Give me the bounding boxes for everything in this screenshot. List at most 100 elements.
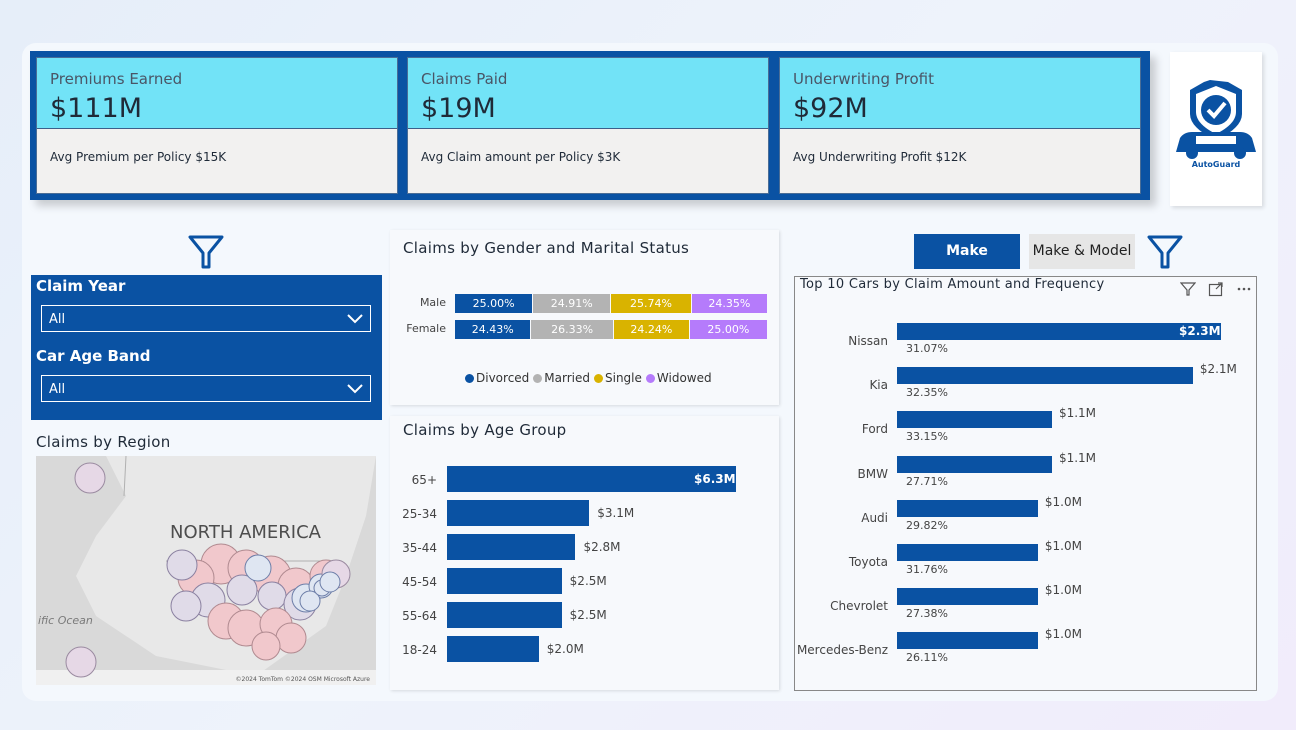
bar <box>897 499 1038 517</box>
chevron-down-icon <box>347 384 363 394</box>
bar <box>447 500 590 526</box>
legend-label: Divorced <box>476 371 530 385</box>
bar <box>897 455 1052 473</box>
focus-mode-icon[interactable] <box>1208 281 1224 297</box>
legend-label: Single <box>605 371 642 385</box>
data-label: $1.1M <box>1058 406 1097 421</box>
frequency-label: 31.07% <box>906 342 948 355</box>
data-label: $1.0M <box>1044 494 1082 509</box>
region-map[interactable]: NORTH AMERICA ific Ocean ©2024 TomTom ©2… <box>36 456 376 685</box>
frequency-label: 26.11% <box>906 651 948 665</box>
data-label: $6.3M <box>694 472 736 486</box>
claim-year-label: Claim Year <box>36 277 126 295</box>
row-label-female: Female <box>406 322 446 335</box>
gender-marital-title: Claims by Gender and Marital Status <box>403 239 690 257</box>
make-toggle-button[interactable]: Make <box>914 234 1020 269</box>
legend-label: Widowed <box>656 371 712 385</box>
kpi-underwriting-profit[interactable]: Underwriting Profit $92M Avg Underwritin… <box>779 57 1141 194</box>
category-label: 35-44 <box>402 541 437 555</box>
category-label: 25-34 <box>402 507 437 521</box>
legend-dot <box>594 373 603 383</box>
data-label: $1.1M <box>1058 450 1097 465</box>
more-options-icon[interactable] <box>1236 281 1252 297</box>
car-age-band-dropdown[interactable]: All <box>41 375 371 402</box>
top-cars-title: Top 10 Cars by Claim Amount and Frequenc… <box>800 277 1105 292</box>
legend-item-married[interactable]: Married <box>533 371 590 385</box>
top-cars-card <box>794 276 1257 691</box>
kpi-subtitle: Avg Underwriting Profit $12K <box>793 150 967 164</box>
region-bubbles <box>65 462 351 678</box>
category-label: 65+ <box>411 473 437 487</box>
bar <box>897 544 1038 561</box>
frequency-label: 31.76% <box>906 563 948 576</box>
kpi-value: $19M <box>421 93 496 124</box>
bar <box>447 602 562 628</box>
data-label: $1.0M <box>1044 539 1082 553</box>
bar <box>447 568 562 594</box>
category-label: 18-24 <box>402 643 437 657</box>
stacked-bar-segment: 25.74% <box>611 294 691 313</box>
filter-icon[interactable] <box>1147 233 1183 271</box>
frequency-label: 27.71% <box>906 474 948 488</box>
frequency-label: 32.35% <box>906 386 948 400</box>
kpi-strip: Premiums Earned $111M Avg Premium per Po… <box>30 51 1150 200</box>
kpi-value: $92M <box>793 93 868 124</box>
legend-item-widowed[interactable]: Widowed <box>645 371 712 385</box>
bar <box>897 367 1193 385</box>
data-label: $2.8M <box>583 540 621 554</box>
kpi-subtitle: Avg Claim amount per Policy $3K <box>421 150 621 164</box>
category-label: Audi <box>861 510 888 525</box>
bar <box>897 323 1221 340</box>
frequency-label: 27.38% <box>906 607 948 621</box>
logo-card: AutoGuard <box>1170 52 1262 206</box>
kpi-subtitle: Avg Premium per Policy $15K <box>50 150 227 164</box>
bar <box>897 588 1038 606</box>
bar <box>447 636 539 662</box>
kpi-premiums-earned[interactable]: Premiums Earned $111M Avg Premium per Po… <box>36 57 398 194</box>
visual-filter-icon[interactable] <box>1180 281 1196 297</box>
filter-icon[interactable] <box>188 233 224 271</box>
car-age-band-label: Car Age Band <box>36 347 151 365</box>
category-label: BMW <box>857 466 888 481</box>
stacked-bar-segment: 24.24% <box>613 320 689 339</box>
row-label-male: Male <box>419 296 446 309</box>
kpi-header: Underwriting Profit $92M <box>780 58 1140 129</box>
category-label: Chevrolet <box>830 599 888 614</box>
data-label: $3.1M <box>597 506 635 520</box>
frequency-label: 29.82% <box>906 518 948 532</box>
age-group-title: Claims by Age Group <box>403 421 567 439</box>
category-label: Ford <box>861 422 888 437</box>
legend-item-single[interactable]: Single <box>594 371 642 385</box>
category-label: Nissan <box>848 334 888 348</box>
bar <box>447 466 736 492</box>
kpi-header: Claims Paid $19M <box>408 58 768 129</box>
category-label: Kia <box>869 378 888 393</box>
claim-year-dropdown[interactable]: All <box>41 305 371 332</box>
data-label: $2.0M <box>546 642 584 656</box>
data-label: $2.1M <box>1199 362 1237 377</box>
bar <box>447 534 576 560</box>
bar <box>897 411 1052 429</box>
kpi-value: $111M <box>50 93 143 124</box>
data-label: $2.3M <box>1179 324 1221 338</box>
kpi-title: Underwriting Profit <box>793 70 934 88</box>
stacked-bar-segment: 24.91% <box>533 294 611 313</box>
map-credit: ©2024 TomTom ©2024 OSM Microsoft Azure <box>235 676 371 683</box>
legend-dot <box>533 373 543 383</box>
gender-marital-card <box>390 230 779 405</box>
map-background <box>36 456 376 685</box>
kpi-title: Claims Paid <box>421 70 508 88</box>
legend-item-divorced[interactable]: Divorced <box>465 371 529 385</box>
category-label: 45-54 <box>402 575 437 589</box>
stacked-bar-segment: 24.43% <box>455 320 531 339</box>
stacked-bar-segment: 25.00% <box>689 320 767 339</box>
map-ocean-label: ific Ocean <box>38 614 93 627</box>
category-label: 55-64 <box>402 609 437 623</box>
stacked-bar-segment: 26.33% <box>531 320 613 339</box>
shield-car-check-icon <box>1176 80 1256 159</box>
gender-marital-legend: Divorced Married Single Widowed <box>465 371 712 385</box>
kpi-claims-paid[interactable]: Claims Paid $19M Avg Claim amount per Po… <box>407 57 769 194</box>
chevron-down-icon <box>347 314 363 324</box>
category-label: Mercedes-Benz <box>796 643 888 658</box>
make-model-toggle-button[interactable]: Make & Model <box>1029 234 1135 269</box>
